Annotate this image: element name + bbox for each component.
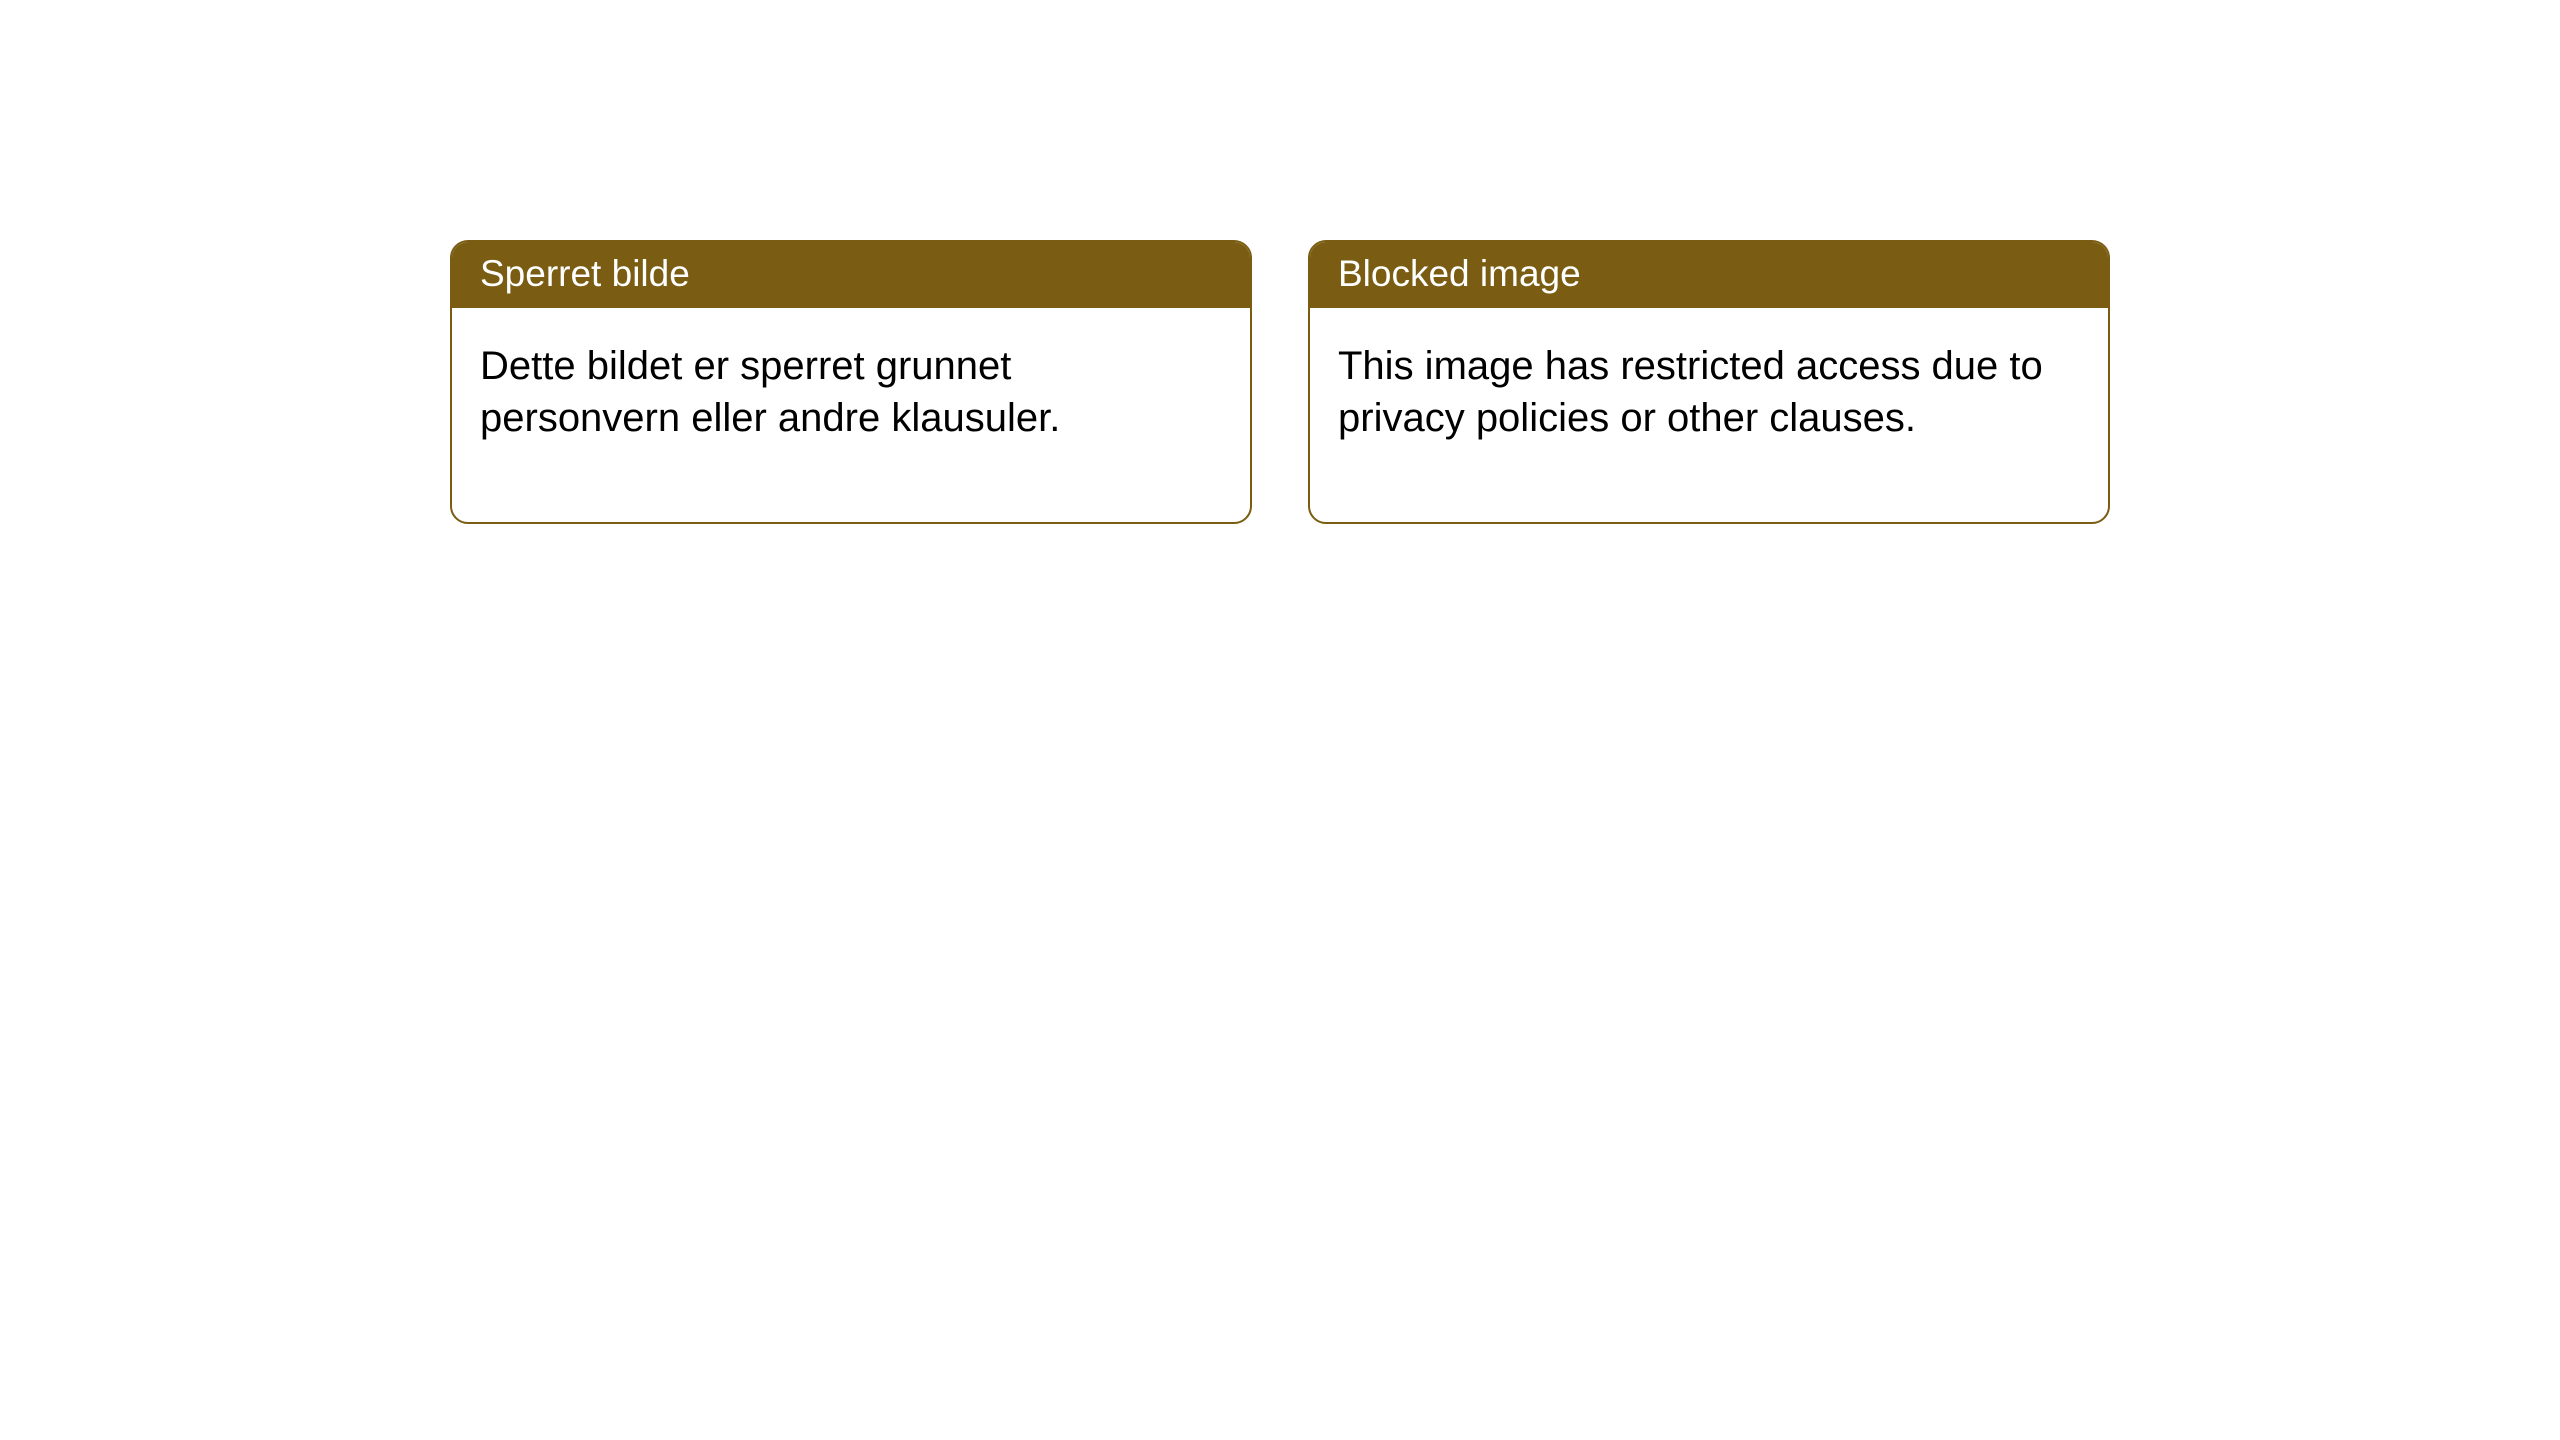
notice-header: Sperret bilde bbox=[452, 242, 1250, 308]
notice-body: Dette bildet er sperret grunnet personve… bbox=[452, 308, 1250, 522]
notice-body-text: Dette bildet er sperret grunnet personve… bbox=[480, 344, 1060, 440]
notice-body: This image has restricted access due to … bbox=[1310, 308, 2108, 522]
notice-box-norwegian: Sperret bilde Dette bildet er sperret gr… bbox=[450, 240, 1252, 524]
notice-container: Sperret bilde Dette bildet er sperret gr… bbox=[450, 240, 2110, 524]
notice-body-text: This image has restricted access due to … bbox=[1338, 344, 2043, 440]
notice-title: Sperret bilde bbox=[480, 253, 690, 294]
notice-header: Blocked image bbox=[1310, 242, 2108, 308]
notice-title: Blocked image bbox=[1338, 253, 1581, 294]
notice-box-english: Blocked image This image has restricted … bbox=[1308, 240, 2110, 524]
